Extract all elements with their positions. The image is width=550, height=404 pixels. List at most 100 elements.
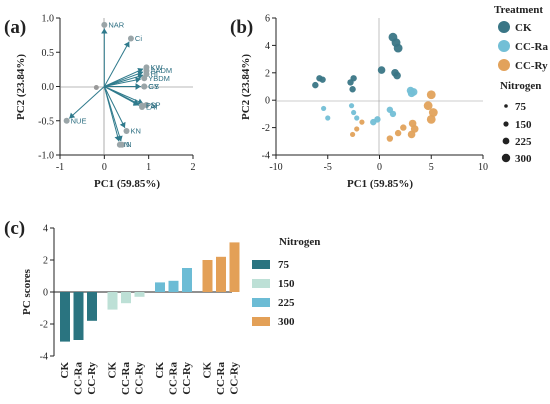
loading-point-nar	[101, 21, 108, 28]
bar-legend-150-label: 150	[278, 278, 295, 290]
bar-category-label: CC-Ry	[134, 362, 146, 395]
score-point-cc-ry	[354, 126, 360, 132]
panel-b-y-tick-label: -2	[262, 123, 270, 134]
panel-b-x-label: PC1 (59.85%)	[347, 178, 413, 190]
loading-arrowhead-ci	[123, 41, 130, 48]
loading-label-kn: KN	[131, 127, 141, 136]
bar-category-label: CC-Ry	[86, 362, 98, 395]
loading-arrowhead-kn	[119, 121, 126, 128]
panel-c-y-tick-label: 0	[43, 288, 48, 299]
panel-b-letter: (b)	[230, 17, 253, 38]
bar-300-cc-ra	[216, 256, 226, 292]
panel-c-legend: Nitrogen 75 150 225 300	[252, 236, 320, 328]
loading-arrowhead-pn	[132, 98, 139, 105]
bar-225-cc-ry	[182, 268, 192, 292]
bar-legend-150-swatch	[252, 279, 270, 288]
legend-cc-ry-label: CC-Ry	[515, 60, 548, 72]
bar-category-label: CC-Ra	[120, 362, 132, 395]
panel-c-y-tick-label: 2	[43, 256, 48, 267]
bar-legend-title: Nitrogen	[279, 236, 320, 248]
loading-arrowhead-nar	[101, 28, 108, 34]
bar-category-label: CC-Ra	[73, 362, 85, 395]
loading-arrowhead-kw	[137, 67, 144, 74]
panel-b: (b) -10 -5 0 5 10 6 4 2 0 -2 -4 PC1 (59.85%) PC2 …	[230, 4, 548, 190]
legend-cc-ry-marker	[498, 59, 510, 71]
bar-75-cc-ra	[73, 292, 84, 340]
legend-size-150-marker	[503, 121, 509, 127]
bar-300-cc-ry	[229, 242, 240, 292]
score-point-ck	[393, 71, 401, 80]
panel-b-y-tick-label: 0	[265, 96, 270, 107]
score-point-cc-ra	[407, 89, 416, 98]
score-point-cc-ry	[349, 131, 356, 138]
bar-225-cc-ra	[168, 280, 179, 292]
loading-point-n	[116, 141, 123, 148]
panel-a-y-label: PC2 (23.84%)	[15, 54, 27, 120]
loading-arrowhead-n	[114, 135, 121, 142]
loading-point-gy	[141, 83, 148, 90]
bar-legend-75-label: 75	[278, 259, 290, 271]
loading-point-ybdm	[141, 75, 148, 82]
loading-label-lai: LAI	[146, 103, 157, 112]
bar-150-cc-ra	[121, 292, 131, 304]
panel-c-category-labels: CK CC-Ra CC-Ry CK CC-Ra CC-Ry CK CC-Ra CC-Ry CK CC…	[59, 362, 241, 395]
bar-legend-75-swatch	[252, 260, 270, 269]
panel-c-y-tick-label: 4	[43, 224, 48, 235]
panel-c: (c) 420-2-4 CK CC-Ra CC-Ry CK CC-Ra CC-Ry CK CC…	[4, 218, 320, 395]
bar-225-ck	[155, 282, 165, 292]
loading-arrow-ybdm	[104, 78, 141, 87]
bar-category-label: CC-Ra	[215, 362, 227, 395]
score-point-cc-ry	[423, 101, 433, 111]
loading-label-pn: PN	[146, 101, 156, 110]
bar-75-cc-ry	[87, 292, 97, 321]
panel-a-x-ticks: -1 0 1 2	[56, 155, 196, 173]
loading-point-pn	[139, 102, 146, 109]
score-point-ck	[347, 79, 354, 86]
score-point-cc-ry	[426, 114, 436, 124]
bar-75-ck	[60, 292, 70, 342]
bar-category-label: CC-Ra	[168, 362, 180, 395]
panel-a-x-tick-label: 2	[191, 162, 196, 173]
score-point-cc-ra	[348, 103, 355, 109]
nitrogen-size-legend-title: Nitrogen	[500, 80, 541, 92]
score-point-ck	[377, 66, 386, 74]
panel-b-x-ticks: -10 -5 0 5 10	[269, 155, 488, 173]
loading-label-n: N	[126, 140, 131, 149]
loading-point-nue	[63, 117, 70, 124]
loading-label-gy: GY	[148, 82, 159, 91]
legend-size-225-marker	[502, 137, 510, 145]
loading-arrow-kn	[103, 86, 126, 129]
panel-b-y-tick-label: 6	[265, 14, 270, 25]
panel-b-x-tick-label: 5	[429, 162, 434, 173]
bar-legend-300-swatch	[252, 317, 270, 326]
bar-category-label: CK	[59, 362, 71, 379]
score-point-ck	[319, 76, 326, 83]
loading-label-nar: NAR	[108, 20, 124, 29]
loading-label-hi: HI	[150, 70, 158, 79]
panel-b-y-tick-label: 4	[265, 41, 270, 52]
panel-a-y-tick-label: -0.5	[38, 116, 54, 127]
panel-a: (a) -1 0 1 2 1.0 0.5 0.0 -0.5 -1.0 NAR Ci KWAADMH…	[4, 14, 196, 191]
legend-size-300-marker	[501, 153, 511, 163]
score-point-ck	[393, 43, 403, 53]
legend-size-225-label: 225	[515, 136, 532, 148]
score-point-cc-ry	[407, 130, 416, 139]
loading-arrow-nue	[68, 86, 105, 119]
score-point-cc-ra	[325, 115, 331, 121]
panel-c-y-ticks: 4 2 0 -2 -4	[40, 224, 54, 363]
panel-a-y-tick-label: -1.0	[38, 151, 54, 162]
loading-label-ci: Ci	[135, 34, 142, 43]
legend-cc-ra-label: CC-Ra	[515, 41, 548, 53]
panel-a-y-ticks: 1.0 0.5 0.0 -0.5 -1.0	[38, 14, 60, 162]
panel-a-y-tick-label: 0.5	[42, 48, 55, 59]
bar-150-cc-ry	[134, 292, 145, 297]
bar-category-label: CK	[202, 362, 214, 379]
panel-c-y-tick-label: -2	[40, 320, 48, 331]
panel-b-y-ticks: 6 4 2 0 -2 -4	[262, 14, 276, 162]
legend-size-75-label: 75	[515, 101, 527, 113]
panel-b-x-tick-label: -10	[269, 162, 282, 173]
legend-ck-label: CK	[515, 22, 532, 34]
score-point-cc-ra	[351, 109, 357, 116]
